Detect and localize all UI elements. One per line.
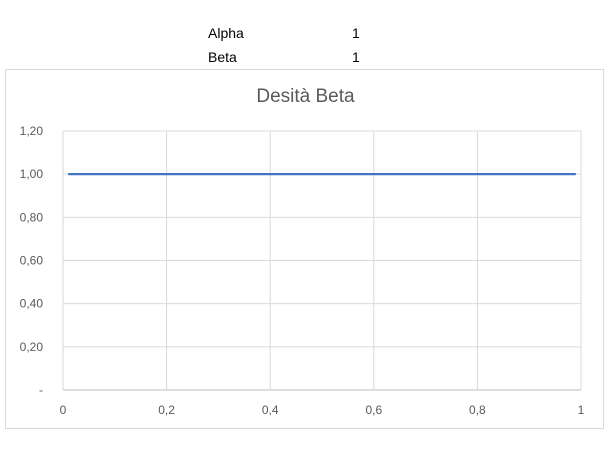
x-tick-label: 0,2 [158,403,175,417]
y-tick-label: - [39,383,43,397]
beta-value: 1 [352,49,360,65]
y-tick-label: 0,40 [20,297,44,311]
x-tick-label: 0,6 [365,403,382,417]
y-tick-label: 0,60 [20,254,44,268]
y-tick-label: 0,20 [20,340,44,354]
x-tick-label: 1 [578,403,585,417]
x-tick-label: 0,4 [262,403,279,417]
y-tick-label: 1,00 [20,167,44,181]
alpha-value: 1 [352,25,360,41]
chart-title: Desità Beta [256,86,355,107]
chart-area[interactable] [5,69,604,429]
y-tick-label: 0,80 [20,210,44,224]
y-tick-label: 1,20 [20,124,44,138]
alpha-label: Alpha [208,25,244,41]
x-tick-label: 0 [60,403,67,417]
beta-label: Beta [208,49,237,65]
x-tick-label: 0,8 [469,403,486,417]
